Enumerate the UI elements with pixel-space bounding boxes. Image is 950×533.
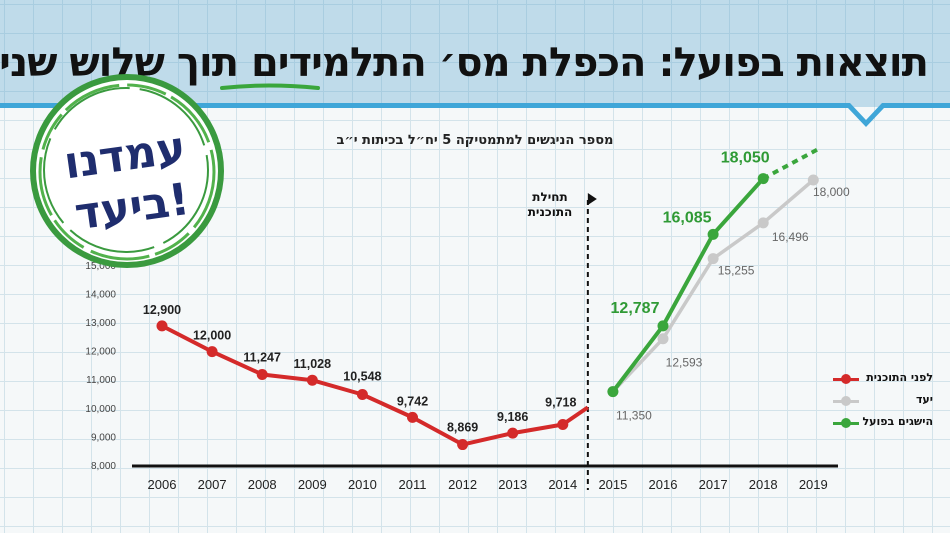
x-tick-label: 2019 xyxy=(799,477,828,492)
series-line xyxy=(161,324,589,447)
data-point xyxy=(306,374,318,386)
legend-swatch-grey xyxy=(833,396,859,406)
y-tick-label: 10,000 xyxy=(85,404,116,415)
x-tick-label: 2012 xyxy=(448,477,477,492)
legend-label: לפני התוכנית xyxy=(866,371,933,384)
legend-swatch-green xyxy=(833,418,859,428)
legend-label: הישגים בפועל xyxy=(862,415,933,428)
x-tick-label: 2018 xyxy=(749,477,778,492)
x-tick-label: 2017 xyxy=(699,477,728,492)
data-label: 9,742 xyxy=(397,394,428,408)
data-point xyxy=(757,173,769,185)
series-line xyxy=(611,178,815,393)
program-start-label: תחילת התוכנית xyxy=(527,190,573,219)
badge-stamp: עמדנו ביעד! xyxy=(30,74,224,268)
data-label: 12,900 xyxy=(143,303,181,317)
legend-item-actual: הישגים בפועל xyxy=(833,413,933,435)
data-point xyxy=(156,320,168,332)
legend-swatch-red xyxy=(833,374,859,384)
x-tick-label: 2010 xyxy=(348,477,377,492)
data-label: 15,255 xyxy=(718,264,755,278)
legend-label: יעד xyxy=(915,393,933,406)
data-label: 8,869 xyxy=(447,421,478,435)
x-tick-label: 2009 xyxy=(298,477,327,492)
x-tick-label: 2011 xyxy=(399,477,427,492)
data-point xyxy=(356,389,368,400)
data-point xyxy=(206,346,218,358)
legend-item-before: לפני התוכנית xyxy=(833,369,933,391)
data-label: 11,028 xyxy=(294,357,332,371)
legend-item-target: יעד xyxy=(833,391,933,413)
y-tick-label: 15,000 xyxy=(85,261,116,272)
projection-line xyxy=(762,146,821,181)
data-point xyxy=(457,439,469,451)
data-label: 16,496 xyxy=(772,230,809,244)
data-label: 12,787 xyxy=(611,300,660,317)
data-point xyxy=(707,253,719,265)
data-point xyxy=(707,228,719,240)
data-label: 11,247 xyxy=(243,350,281,364)
x-tick-label: 2013 xyxy=(498,477,527,492)
y-tick-label: 9,000 xyxy=(91,432,116,443)
data-point xyxy=(256,368,268,380)
data-point xyxy=(607,386,619,398)
series-line xyxy=(611,177,765,393)
y-tick-label: 8,000 xyxy=(91,461,116,472)
x-tick-label: 2007 xyxy=(198,477,227,492)
data-label: 16,085 xyxy=(663,209,712,226)
data-label: 12,000 xyxy=(193,329,231,343)
data-label: 18,050 xyxy=(721,150,770,167)
legend: לפני התוכנית יעד הישגים בפועל xyxy=(833,369,933,435)
data-label: 18,000 xyxy=(813,185,850,199)
data-label: 11,350 xyxy=(616,409,652,423)
title-underline xyxy=(220,83,320,90)
x-tick-label: 2008 xyxy=(248,477,277,492)
x-tick-label: 2014 xyxy=(548,477,577,492)
data-point xyxy=(407,411,418,423)
data-point xyxy=(757,217,769,229)
data-label: 10,548 xyxy=(343,370,381,384)
data-point xyxy=(807,174,819,186)
data-label: 12,593 xyxy=(666,356,703,370)
x-tick-label: 2015 xyxy=(598,477,627,492)
y-tick-label: 14,000 xyxy=(85,289,116,300)
y-tick-label: 12,000 xyxy=(85,347,116,358)
chart-title: מספר הניגשים למתמטיקה 5 יח״ל בכיתות י״ב xyxy=(336,133,614,148)
data-label: 9,718 xyxy=(545,396,576,410)
data-point xyxy=(507,427,519,439)
data-point xyxy=(657,320,669,332)
data-point xyxy=(557,419,569,431)
y-tick-label: 11,000 xyxy=(86,375,116,386)
x-tick-label: 2016 xyxy=(649,477,678,492)
x-tick-label: 2006 xyxy=(148,477,177,492)
y-tick-label: 13,000 xyxy=(85,318,116,329)
data-point xyxy=(657,333,669,345)
program-start-flag xyxy=(587,193,597,205)
data-label: 9,186 xyxy=(497,410,528,424)
